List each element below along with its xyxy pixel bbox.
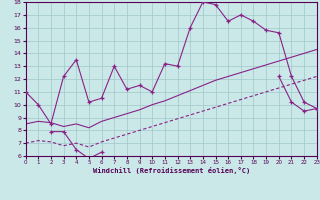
X-axis label: Windchill (Refroidissement éolien,°C): Windchill (Refroidissement éolien,°C) [92, 167, 250, 174]
